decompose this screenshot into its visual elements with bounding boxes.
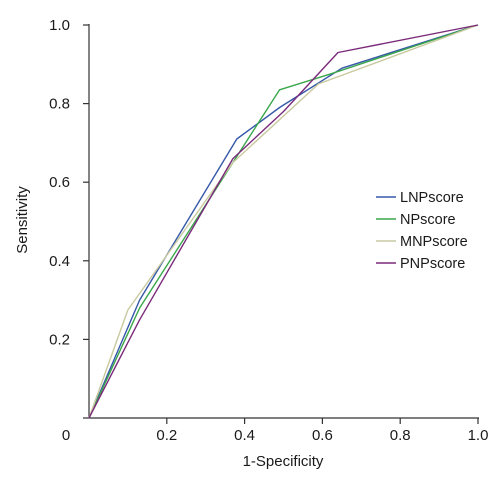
- y-tick-label: 0.6: [49, 174, 70, 191]
- series-lines: [88, 24, 479, 419]
- legend-label-npscore: NPscore: [400, 212, 456, 228]
- axes: [83, 24, 479, 424]
- x-tick-label: 0: [62, 427, 70, 444]
- x-axis-title: 1-Specificity: [243, 453, 324, 470]
- x-tick-label: 0.6: [312, 427, 333, 444]
- y-axis-title: Sensitivity: [14, 186, 31, 254]
- series-line-npscore: [88, 24, 479, 419]
- y-tick-label: 0.2: [49, 331, 70, 348]
- series-line-pnpscore: [88, 24, 479, 419]
- y-tick-label: 0.4: [49, 253, 70, 270]
- y-tick-label: 0.8: [49, 96, 70, 113]
- legend-label-mnpscore: MNPscore: [400, 234, 468, 250]
- x-tick-label: 0.4: [234, 427, 255, 444]
- y-tick-label: 1.0: [49, 17, 70, 34]
- legend-label-pnpscore: PNPscore: [400, 256, 465, 272]
- series-line-mnpscore: [88, 24, 479, 419]
- tick-labels: 0 0.2 0.4 0.6 0.8 1.0 0.2 0.4 0.6 0.8 1.0: [49, 17, 488, 444]
- x-tick-label: 0.8: [390, 427, 411, 444]
- legend: LNPscore NPscore MNPscore PNPscore: [376, 190, 468, 272]
- x-tick-label: 1.0: [468, 427, 489, 444]
- x-tick-label: 0.2: [156, 427, 177, 444]
- legend-label-lnpscore: LNPscore: [400, 190, 464, 206]
